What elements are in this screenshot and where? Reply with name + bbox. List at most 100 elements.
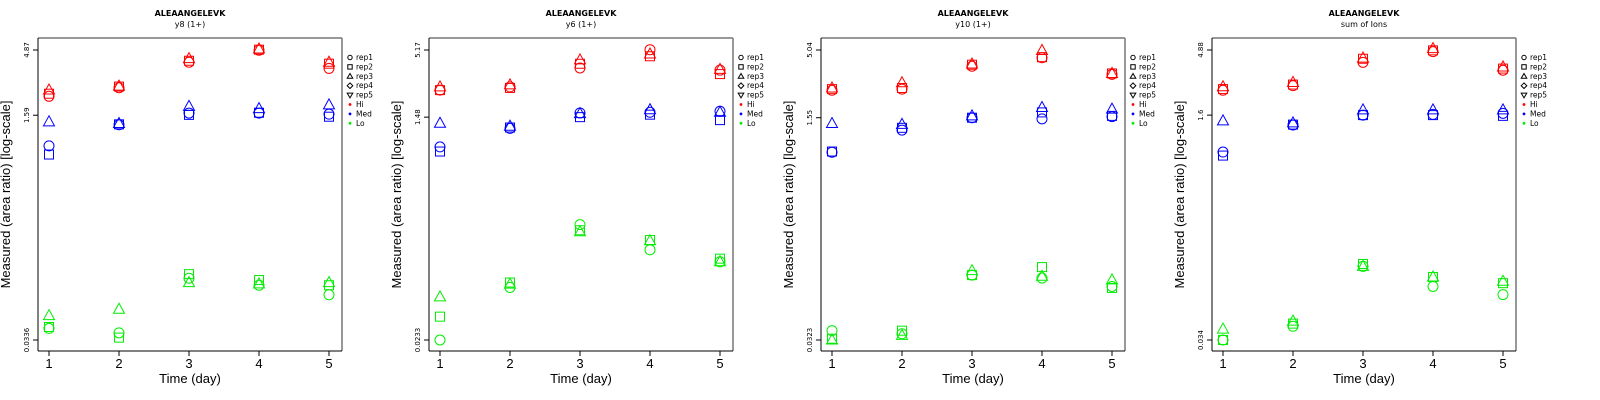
point-med-rep2-day2 [114, 119, 124, 130]
y-axis-label: Measured (area ratio) [log-scale] [0, 101, 13, 289]
y-axis-label: Measured (area ratio) [log-scale] [389, 101, 404, 289]
legend-label: Hi [1139, 100, 1147, 109]
legend-triangle-icon [1520, 72, 1528, 79]
y-tick-label: 0.034 [1197, 329, 1205, 350]
legend-triangle-icon [737, 72, 745, 79]
point-lo-rep2-day4 [254, 275, 264, 286]
legend-dot-med-icon [348, 112, 352, 116]
point-lo-rep3-day4 [643, 233, 657, 246]
x-tick-label: 5 [1108, 356, 1115, 371]
legend-triangle-down-icon [346, 92, 354, 99]
point-hi-rep3-day3 [1356, 51, 1370, 63]
point-med-rep2-day4 [1037, 107, 1047, 118]
point-hi-rep3-day3 [573, 52, 587, 65]
legend-dot-hi-icon [739, 103, 743, 106]
legend-triangle-down-icon [1520, 92, 1528, 99]
point-hi-rep3-day4 [252, 42, 266, 54]
point-hi-rep3-day5 [1496, 59, 1510, 72]
y-tick-label: 4.87 [23, 42, 31, 58]
legend-label: rep2 [1530, 62, 1547, 71]
point-med-rep1-day3 [966, 112, 978, 124]
legend-circle-icon [1521, 54, 1527, 61]
point-lo-rep3-day1 [42, 308, 56, 321]
legend-label: Lo [1139, 119, 1148, 128]
legend-dot-med-icon [1131, 112, 1135, 116]
x-axis-label: Time (day) [942, 371, 1004, 386]
x-tick-label: 2 [1289, 356, 1296, 371]
x-tick-label: 3 [968, 356, 975, 371]
point-lo-rep2-day3 [575, 225, 585, 236]
legend-label: rep4 [356, 81, 373, 90]
x-tick-label: 3 [1359, 356, 1366, 371]
point-hi-rep3-day2 [895, 75, 909, 88]
legend-dot-med-icon [1522, 112, 1526, 116]
point-med-rep1-day4 [1036, 113, 1048, 125]
point-hi-rep3-day4 [643, 46, 657, 59]
point-hi-rep3-day2 [503, 77, 517, 90]
y-tick-label: 1.55 [806, 110, 814, 126]
y-axis-label: Measured (area ratio) [log-scale] [1172, 101, 1187, 289]
point-med-rep3-day4 [643, 102, 657, 115]
point-hi-rep3-day1 [1216, 79, 1230, 92]
legend-label: rep5 [747, 91, 764, 100]
legend-square-icon [738, 64, 744, 70]
point-lo-rep1-day1 [826, 325, 838, 337]
point-med-rep3-day1 [433, 116, 447, 128]
point-med-rep2-day1 [827, 146, 837, 157]
point-lo-rep3-day4 [1426, 269, 1440, 282]
point-hi-rep2-day2 [897, 83, 907, 94]
point-hi-rep3-day4 [1426, 41, 1440, 54]
x-tick-label: 5 [716, 356, 723, 371]
point-hi-rep3-day3 [965, 56, 979, 69]
y-tick-label: 4.88 [1197, 42, 1205, 58]
point-hi-rep2-day4 [254, 44, 264, 55]
point-hi-rep2-day4 [1037, 52, 1047, 63]
y-tick-label: 1.48 [414, 109, 422, 125]
point-med-rep2-day5 [324, 111, 334, 122]
point-med-rep2-day5 [1107, 110, 1117, 121]
point-lo-rep3-day3 [182, 275, 196, 288]
y-tick-label: 0.0336 [23, 327, 31, 352]
x-tick-label: 3 [185, 356, 192, 371]
point-med-rep3-day5 [322, 97, 336, 110]
x-tick-label: 2 [115, 356, 122, 371]
point-med-rep3-day4 [1426, 102, 1440, 115]
point-med-rep2-day1 [435, 146, 445, 157]
point-hi-rep3-day2 [112, 79, 126, 91]
point-med-rep3-day2 [112, 116, 126, 128]
chart-title: ALEAANGELEVK [546, 9, 618, 18]
point-lo-rep3-day3 [573, 224, 587, 237]
legend-label: rep3 [1139, 72, 1156, 81]
legend-label: rep2 [747, 62, 764, 71]
point-hi-rep3-day5 [1105, 66, 1119, 78]
x-tick-label: 4 [1429, 356, 1436, 371]
point-med-rep3-day1 [42, 114, 56, 127]
legend-label: Med [1530, 109, 1546, 118]
legend-diamond-icon [737, 82, 745, 90]
point-med-rep1-day3 [1357, 109, 1369, 121]
point-med-rep1-day1 [1217, 146, 1229, 158]
point-lo-rep3-day2 [1286, 314, 1300, 326]
legend-label: rep3 [747, 72, 764, 81]
point-lo-rep1-day1 [1217, 334, 1229, 346]
point-lo-rep3-day3 [1356, 259, 1370, 271]
y-tick-label: 0.0323 [806, 328, 814, 353]
legend-label: Med [747, 109, 763, 118]
point-lo-rep3-day1 [825, 332, 839, 345]
y-tick-label: 5.17 [414, 42, 422, 58]
legend-dot-lo-icon [739, 121, 743, 125]
legend-diamond-icon [1520, 82, 1528, 90]
point-hi-rep3-day4 [1035, 43, 1049, 55]
point-med-rep3-day1 [1216, 113, 1230, 126]
point-hi-rep2-day3 [1358, 53, 1368, 64]
point-lo-rep2-day4 [1037, 262, 1047, 273]
point-med-rep1-day4 [644, 106, 656, 118]
point-med-rep3-day5 [713, 105, 727, 117]
point-med-rep1-day5 [323, 108, 335, 120]
legend-label: rep4 [747, 81, 764, 90]
y-tick-label: 1.59 [23, 107, 31, 123]
